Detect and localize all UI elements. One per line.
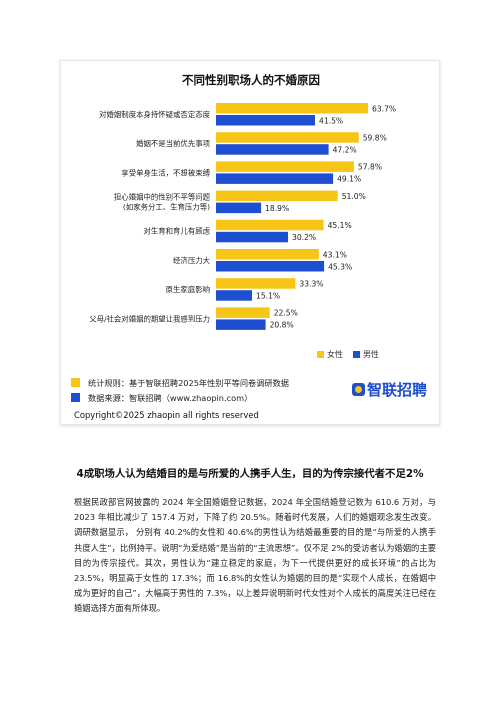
bar-female xyxy=(216,103,368,114)
bar-male xyxy=(216,231,288,243)
category-label: 享受单身生活，不想被束缚 xyxy=(121,168,210,177)
bar-male xyxy=(216,144,329,155)
data-label-male: 49.1% xyxy=(337,175,361,184)
chart-footer: 统计规则：基于智联招聘2025年性别平等问卷调研数据 数据来源：智联招聘（www… xyxy=(71,375,431,425)
data-label-male: 41.5% xyxy=(319,116,343,125)
bar-female xyxy=(216,278,296,289)
bar-female xyxy=(216,190,338,202)
data-label-male: 18.9% xyxy=(265,204,289,213)
bar-male xyxy=(216,173,334,184)
data-label-female: 51.0% xyxy=(342,192,366,201)
data-label-male: 20.8% xyxy=(270,321,294,330)
data-label-female: 63.7% xyxy=(372,104,396,113)
bar-female xyxy=(216,307,270,318)
category-label: 对生育和育儿有顾虑 xyxy=(143,227,210,236)
data-source-marker xyxy=(71,393,80,402)
article-paragraph: 根据民政部官网披露的 2024 年全国婚姻登记数据，2024 年全国结婚登记数为… xyxy=(74,497,436,614)
chart-title: 不同性别职场人的不婚原因 xyxy=(182,73,320,87)
data-source-row: 数据来源：智联招聘（www.zhaopin.com） xyxy=(71,390,431,405)
chart-legend: 女性 男性 xyxy=(317,349,379,360)
category-label: 经济压力大 xyxy=(173,256,211,265)
bar-female xyxy=(216,161,354,172)
data-label-male: 45.3% xyxy=(328,262,352,271)
category-label: 父母/社会对婚姻的期望让我感到压力 xyxy=(89,314,210,323)
bar-male xyxy=(216,319,266,330)
bar-female xyxy=(216,132,359,143)
data-label-female: 33.3% xyxy=(299,280,323,289)
data-label-male: 47.2% xyxy=(333,146,357,155)
copyright-text: Copyright©2025 zhaopin all rights reserv… xyxy=(74,410,259,420)
brand-logo-icon xyxy=(351,383,365,396)
category-label: 担心婚姻中的性别不平等问题(如家务分工、生育压力等) xyxy=(114,192,211,211)
data-source-text: 数据来源：智联招聘（www.zhaopin.com） xyxy=(88,392,253,403)
category-label: 原生家庭影响 xyxy=(166,285,210,294)
bar-chart: 不同性别职场人的不婚原因 对婚姻制度本身持怀疑或否定态度 63.7% 41.5% 婚姻… xyxy=(89,73,396,330)
chart-panel: 不同性别职场人的不婚原因 对婚姻制度本身持怀疑或否定态度 63.7% 41.5% 婚姻… xyxy=(60,60,440,425)
bar-male xyxy=(216,115,315,126)
stat-rule-marker xyxy=(71,378,80,387)
legend-item-female: 女性 xyxy=(317,349,343,360)
legend-item-male: 男性 xyxy=(353,349,379,360)
data-label-male: 30.2% xyxy=(292,233,316,242)
category-label: 对婚姻制度本身持怀疑或否定态度 xyxy=(99,110,210,119)
data-label-female: 45.1% xyxy=(328,221,352,230)
category-label: 婚姻不是当前优先事项 xyxy=(136,139,211,148)
data-label-female: 57.8% xyxy=(358,163,382,172)
article-body: 根据民政部官网披露的 2024 年全国婚姻登记数据，2024 年全国结婚登记数为… xyxy=(74,495,436,617)
brand-logo: 智联招聘 xyxy=(351,379,427,400)
bar-female xyxy=(216,249,319,260)
data-label-female: 22.5% xyxy=(274,309,298,318)
data-label-female: 43.1% xyxy=(323,250,347,259)
data-label-female: 59.8% xyxy=(363,134,387,143)
bar-male xyxy=(216,202,262,214)
bar-female xyxy=(216,219,324,231)
bar-male xyxy=(216,290,252,301)
article-title: 4成职场人认为结婚目的是与所爱的人携手人生，目的为传宗接代者不足2% xyxy=(76,468,424,480)
stat-rule-text: 统计规则：基于智联招聘2025年性别平等问卷调研数据 xyxy=(88,377,289,388)
data-label-male: 15.1% xyxy=(256,292,280,301)
stat-rule-row: 统计规则：基于智联招聘2025年性别平等问卷调研数据 xyxy=(71,375,431,390)
bar-male xyxy=(216,261,325,272)
brand-name: 智联招聘 xyxy=(366,381,427,399)
